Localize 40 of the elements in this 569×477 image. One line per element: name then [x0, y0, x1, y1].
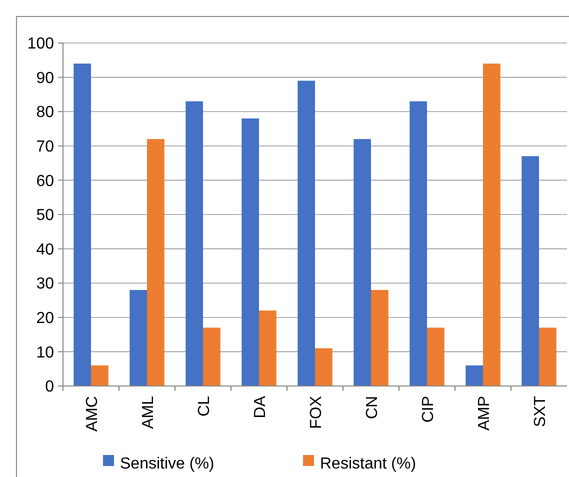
- bar: [91, 365, 108, 386]
- bar: [130, 290, 147, 386]
- x-tick-label: DA: [252, 396, 269, 418]
- y-tick-label: 100: [27, 36, 54, 53]
- bar: [147, 139, 164, 386]
- y-tick-label: 50: [36, 207, 54, 224]
- legend-label: Sensitive (%): [120, 456, 214, 473]
- y-tick-label: 90: [36, 70, 54, 87]
- y-tick-label: 30: [36, 276, 54, 293]
- y-tick-label: 0: [45, 378, 54, 396]
- x-tick-label: AML: [140, 396, 157, 429]
- bar: [354, 139, 371, 386]
- bar: [298, 80, 315, 386]
- bar: [466, 365, 483, 386]
- y-tick-label: 20: [36, 310, 54, 327]
- bar: [483, 64, 500, 386]
- y-tick-label: 70: [36, 138, 54, 156]
- x-tick-label: CL: [196, 396, 213, 416]
- x-tick-label: AMC: [84, 396, 101, 432]
- bar: [203, 328, 220, 386]
- x-tick-label: AMP: [476, 396, 493, 431]
- x-tick-label: CIP: [420, 396, 437, 423]
- bar: [259, 310, 276, 386]
- y-tick-label: 40: [36, 241, 54, 258]
- y-tick-label: 10: [36, 344, 54, 362]
- x-tick-label: SXT: [532, 396, 549, 428]
- bar: [371, 290, 388, 386]
- bar: [427, 328, 444, 386]
- bar: [315, 348, 332, 386]
- y-tick-label: 60: [36, 172, 54, 190]
- bar: [522, 156, 539, 386]
- bar: [410, 101, 427, 386]
- y-tick-label: 80: [36, 104, 54, 122]
- bar: [242, 118, 259, 386]
- bar: [74, 64, 91, 386]
- x-tick-label: FOX: [308, 396, 325, 429]
- legend-label: Resistant (%): [320, 456, 416, 473]
- bar: [186, 101, 203, 386]
- x-tick-label: CN: [364, 396, 381, 420]
- bar: [539, 328, 556, 386]
